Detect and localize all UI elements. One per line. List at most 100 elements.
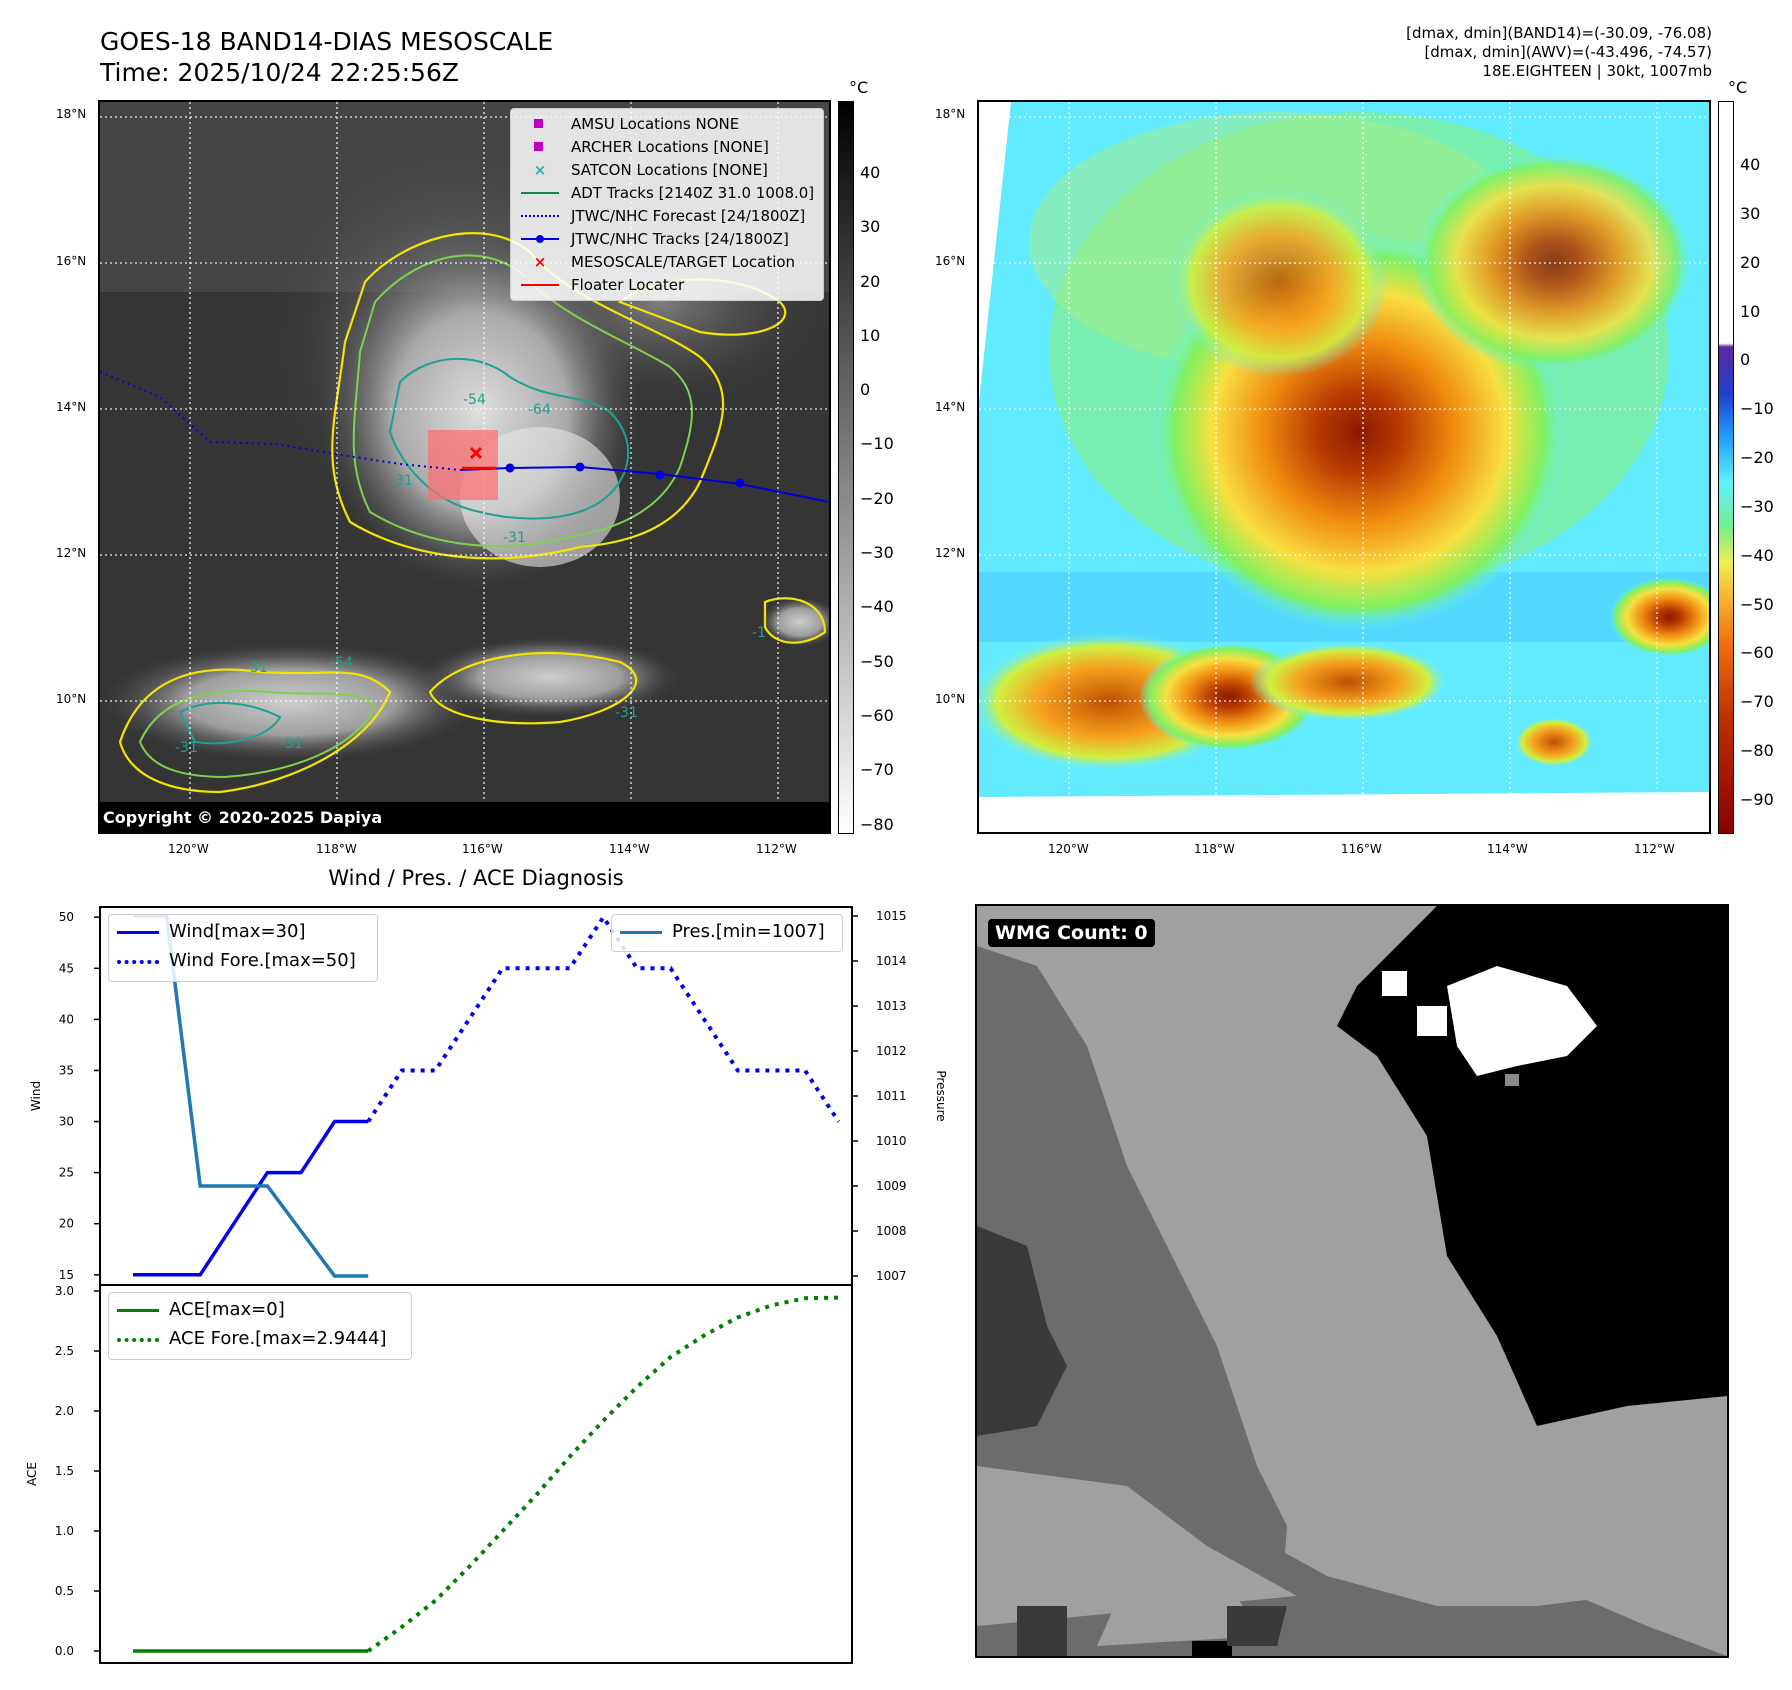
title-line-2: Time: 2025/10/24 22:25:56Z xyxy=(100,58,459,87)
color-colorbar xyxy=(1718,101,1734,834)
tick-label: 1007 xyxy=(876,1269,907,1283)
legend-ace: ACE[max=0] xyxy=(109,1295,411,1324)
contour-label: -31 xyxy=(245,660,268,676)
contour-label: -64 xyxy=(528,402,551,418)
color-map-graphic xyxy=(979,102,1709,832)
legend-floater: Floater Locater xyxy=(511,273,823,296)
lon-label: 114°W xyxy=(609,842,650,856)
tick-label: 1009 xyxy=(876,1179,907,1193)
legend-wind-fore: Wind Fore.[max=50] xyxy=(109,946,377,975)
legend-tracks: JTWC/NHC Tracks [24/1800Z] xyxy=(511,227,823,250)
tick-label: 1014 xyxy=(876,954,907,968)
info-block: [dmax, dmin](BAND14)=(-30.09, -76.08) [d… xyxy=(1406,24,1712,81)
lat-label: 12°N xyxy=(935,546,966,560)
lon-label: 120°W xyxy=(1048,842,1089,856)
lat-label: 16°N xyxy=(56,254,87,268)
wind-series-group xyxy=(133,913,841,1277)
contour-label: -1 xyxy=(752,625,766,641)
info-line-2: [dmax, dmin](AWV)=(-43.496, -74.57) xyxy=(1424,43,1712,61)
color-colorbar-ticks: 40 30 20 10 0 −10 −20 −30 −40 −50 −60 −7… xyxy=(1740,155,1774,809)
tick-label: 45 xyxy=(59,961,74,975)
ir-grayscale-map: -54 -64 -31 -31 -31 -31 -54 -31 -31 -1 xyxy=(98,100,831,834)
tick-label: 1015 xyxy=(876,909,907,923)
lat-label: 16°N xyxy=(935,254,966,268)
ace-legend: ACE[max=0] ACE Fore.[max=2.9444] xyxy=(108,1292,412,1360)
info-line-1: [dmax, dmin](BAND14)=(-30.09, -76.08) xyxy=(1406,24,1712,42)
lat-label: 18°N xyxy=(56,107,87,121)
tick-label: 0.5 xyxy=(55,1584,74,1598)
dotted-line-icon xyxy=(115,954,161,968)
line-icon xyxy=(618,925,664,939)
contour-label: -54 xyxy=(463,392,486,408)
legend-satcon: × SATCON Locations [NONE] xyxy=(511,158,823,181)
tick-label: 3.0 xyxy=(55,1284,74,1298)
legend-target: × MESOSCALE/TARGET Location xyxy=(511,250,823,273)
legend-forecast: JTWC/NHC Forecast [24/1800Z] xyxy=(511,204,823,227)
tick-label: 1013 xyxy=(876,999,907,1013)
color-colorbar-unit: °C xyxy=(1728,78,1748,97)
lon-label: 116°W xyxy=(1341,842,1382,856)
tick-label: 1010 xyxy=(876,1134,907,1148)
tick-label: 20 xyxy=(59,1217,74,1231)
square-icon xyxy=(517,140,563,154)
lat-label: 10°N xyxy=(56,692,87,706)
lon-label: 118°W xyxy=(1194,842,1235,856)
contour-label: -31 xyxy=(503,530,526,546)
contour-label: -31 xyxy=(280,736,303,752)
legend-pressure: Pres.[min=1007] xyxy=(612,917,842,946)
gray-colorbar-unit: °C xyxy=(849,78,869,97)
diagnosis-title: Wind / Pres. / ACE Diagnosis xyxy=(328,866,624,890)
wmg-panel xyxy=(975,904,1729,1658)
lon-label: 120°W xyxy=(168,842,209,856)
line-icon xyxy=(517,186,563,200)
line-icon xyxy=(115,1303,161,1317)
wmg-graphic xyxy=(977,906,1727,1656)
floater-box xyxy=(428,430,498,500)
gray-colorbar-ticks: 40 30 20 10 0 −10 −20 −30 −40 −50 −60 −7… xyxy=(860,163,894,834)
legend-adt: ADT Tracks [2140Z 31.0 1008.0] xyxy=(511,181,823,204)
dot-line-icon xyxy=(517,232,563,246)
tick-label: 15 xyxy=(59,1268,74,1282)
contour-label: -31 xyxy=(175,740,198,756)
lat-label: 14°N xyxy=(56,400,87,414)
legend-archer: ARCHER Locations [NONE] xyxy=(511,135,823,158)
lat-label: 12°N xyxy=(56,546,87,560)
contour-label: -54 xyxy=(330,655,353,671)
tick-label: 1.5 xyxy=(55,1464,74,1478)
tick-label: 2.0 xyxy=(55,1404,74,1418)
tick-label: 1.0 xyxy=(55,1524,74,1538)
lon-label: 118°W xyxy=(316,842,357,856)
lon-label: 112°W xyxy=(756,842,797,856)
lon-label: 112°W xyxy=(1634,842,1675,856)
tick-label: 2.5 xyxy=(55,1344,74,1358)
legend-wind: Wind[max=30] xyxy=(109,917,377,946)
wind-legend: Wind[max=30] Wind Fore.[max=50] xyxy=(108,914,378,982)
tick-label: 30 xyxy=(59,1115,74,1129)
wind-axis-label: Wind xyxy=(29,1081,43,1111)
lat-label: 10°N xyxy=(935,692,966,706)
legend-ace-fore: ACE Fore.[max=2.9444] xyxy=(109,1324,411,1353)
pressure-legend: Pres.[min=1007] xyxy=(611,914,843,952)
tick-label: 40 xyxy=(59,1012,74,1026)
tick-label: 0.0 xyxy=(55,1644,74,1658)
title-line-1: GOES-18 BAND14-DIAS MESOSCALE xyxy=(100,27,554,56)
tick-label: 50 xyxy=(59,910,74,924)
contour-label: -31 xyxy=(390,473,413,489)
copyright-text: Copyright © 2020-2025 Dapiya xyxy=(103,808,383,827)
main-title: GOES-18 BAND14-DIAS MESOSCALE Time: 2025… xyxy=(100,26,553,88)
lon-label: 116°W xyxy=(462,842,503,856)
tick-label: 1008 xyxy=(876,1224,907,1238)
line-icon xyxy=(115,925,161,939)
legend-amsu: AMSU Locations NONE xyxy=(511,112,823,135)
tick-label: 35 xyxy=(59,1063,74,1077)
x-icon: × xyxy=(533,160,547,179)
info-line-3: 18E.EIGHTEEN | 30kt, 1007mb xyxy=(1482,62,1712,80)
tick-label: 25 xyxy=(59,1166,74,1180)
square-icon xyxy=(517,117,563,131)
map-legend: AMSU Locations NONE ARCHER Locations [NO… xyxy=(510,108,824,301)
dotted-line-icon xyxy=(115,1332,161,1346)
ir-color-map xyxy=(977,100,1711,834)
tick-label: 1011 xyxy=(876,1089,907,1103)
wmg-count-label: WMG Count: 0 xyxy=(988,919,1155,947)
